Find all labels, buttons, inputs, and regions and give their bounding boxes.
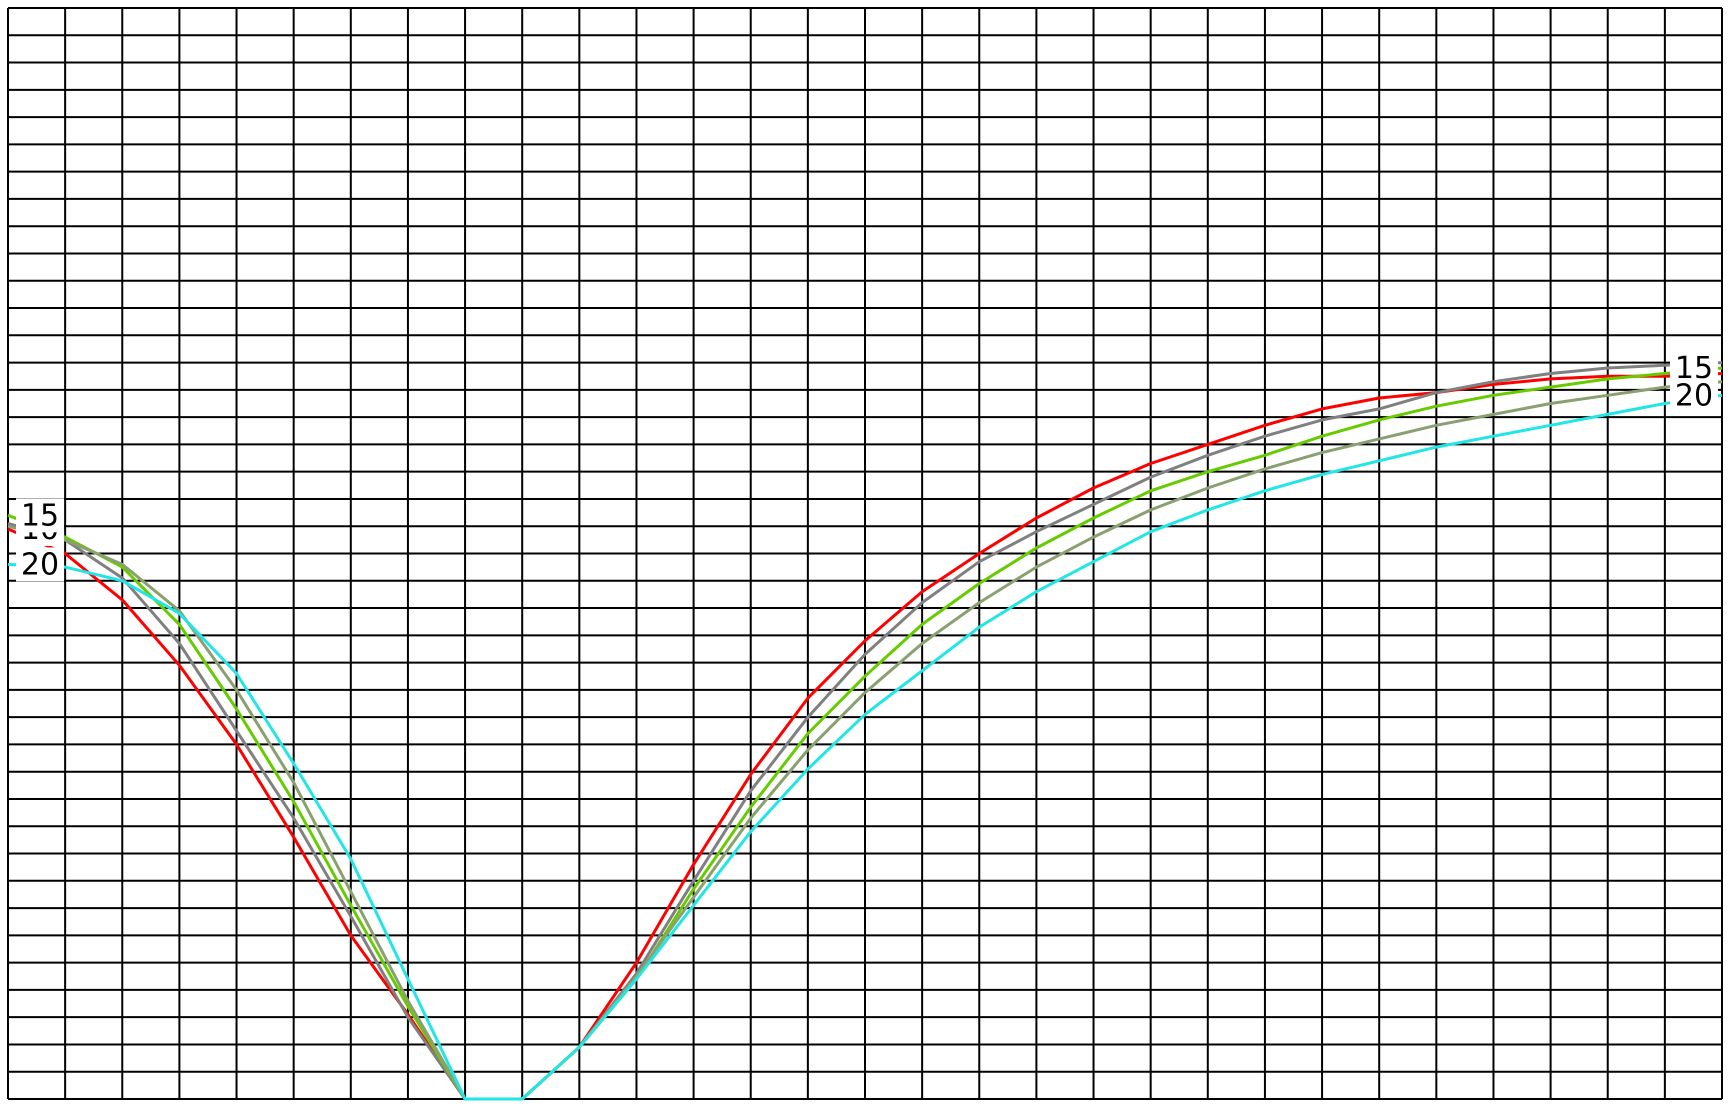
series-label-text: 20 [1675,378,1713,413]
series-line-1 [7,361,1723,1101]
series-line-3 [7,380,1723,1101]
series-labels: 101015152020 [16,351,1718,582]
series-label-bg [1670,378,1718,413]
series-label-right-4: 20 [1670,378,1718,413]
series-label-bg [16,498,64,533]
series-label-left-4: 20 [16,547,64,582]
series-label-text: 15 [21,498,59,533]
series-label-bg [16,547,64,582]
series-line-4 [7,393,1723,1101]
series-label-left-2: 15 [16,498,64,533]
grid-lines [7,7,1723,1100]
series-label-text: 20 [21,547,59,582]
series-lines [7,361,1723,1101]
series-line-2 [7,366,1723,1101]
